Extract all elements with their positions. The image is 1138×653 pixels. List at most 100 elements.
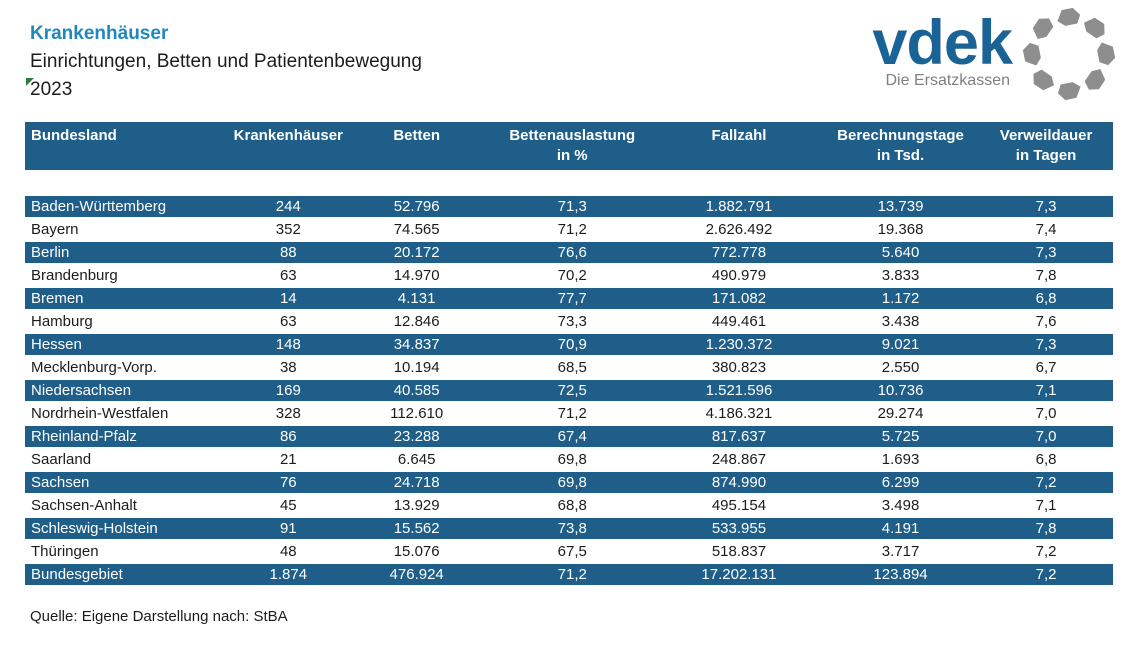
col-header-line1: Berechnungstage xyxy=(837,127,964,144)
cell-value: 67,4 xyxy=(488,426,657,449)
logo-tagline: Die Ersatzkassen xyxy=(885,72,1011,89)
table-row: Hamburg 63 12.846 73,3 449.461 3.438 7,6 xyxy=(25,311,1113,334)
page-year: 2023 xyxy=(26,76,422,104)
col-header-line2: in % xyxy=(556,147,588,164)
cell-bundesland: Berlin xyxy=(25,242,232,265)
cell-value: 1.693 xyxy=(821,449,980,472)
cell-value: 7,0 xyxy=(979,426,1113,449)
cell-value: 15.076 xyxy=(344,541,489,564)
title-block: Krankenhäuser Einrichtungen, Betten und … xyxy=(26,20,422,104)
cell-value: 73,3 xyxy=(488,311,657,334)
col-header-line1: Bettenauslastung xyxy=(509,127,636,144)
cell-value: 1.521.596 xyxy=(656,380,822,403)
cell-value: 19.368 xyxy=(821,219,980,242)
cell-value: 63 xyxy=(231,311,345,334)
table-row: Sachsen 76 24.718 69,8 874.990 6.299 7,2 xyxy=(25,472,1113,495)
cell-value: 2.626.492 xyxy=(656,219,822,242)
cell-value: 5.725 xyxy=(821,426,980,449)
cell-value: 7,3 xyxy=(979,242,1113,265)
cell-value: 4.186.321 xyxy=(656,403,822,426)
table-row: Sachsen-Anhalt 45 13.929 68,8 495.154 3.498 7,… xyxy=(25,495,1113,518)
cell-value: 328 xyxy=(231,403,345,426)
table-row: Mecklenburg-Vorp. 38 10.194 68,5 380.823 2.55… xyxy=(25,357,1113,380)
cell-value: 40.585 xyxy=(344,380,489,403)
col-header-line2: in Tsd. xyxy=(876,147,925,164)
cell-value: 10.194 xyxy=(344,357,489,380)
cell-value: 123.894 xyxy=(821,564,980,587)
cell-value: 7,6 xyxy=(979,311,1113,334)
cell-value: 874.990 xyxy=(656,472,822,495)
hospital-statistics-table: Bundesland Krankenhäuser Betten Bettenau… xyxy=(25,122,1113,587)
cell-bundesland: Sachsen-Anhalt xyxy=(25,495,232,518)
cell-bundesland: Sachsen xyxy=(25,472,232,495)
cell-bundesland: Bremen xyxy=(25,288,232,311)
table-row: Thüringen 48 15.076 67,5 518.837 3.717 7,2 xyxy=(25,541,1113,564)
cell-value: 73,8 xyxy=(488,518,657,541)
cell-value: 68,5 xyxy=(488,357,657,380)
cell-value: 112.610 xyxy=(344,403,489,426)
cell-value: 76 xyxy=(231,472,345,495)
cell-value: 533.955 xyxy=(656,518,822,541)
cell-value: 6,8 xyxy=(979,288,1113,311)
cell-value: 4.191 xyxy=(821,518,980,541)
table-row: Berlin 88 20.172 76,6 772.778 5.640 7,3 xyxy=(25,242,1113,265)
cell-value: 20.172 xyxy=(344,242,489,265)
cell-value: 69,8 xyxy=(488,449,657,472)
cell-value: 7,0 xyxy=(979,403,1113,426)
page-title: Krankenhäuser xyxy=(30,23,169,44)
cell-value: 490.979 xyxy=(656,265,822,288)
cell-value: 21 xyxy=(231,449,345,472)
cell-value: 772.778 xyxy=(656,242,822,265)
cell-value: 91 xyxy=(231,518,345,541)
cell-value: 77,7 xyxy=(488,288,657,311)
table-row: Hessen 148 34.837 70,9 1.230.372 9.021 7,3 xyxy=(25,334,1113,357)
table-row: Bremen 14 4.131 77,7 171.082 1.172 6,8 xyxy=(25,288,1113,311)
table-row: Rheinland-Pfalz 86 23.288 67,4 817.637 5.725 7… xyxy=(25,426,1113,449)
col-header-line1: Bundesland xyxy=(31,127,117,144)
cell-value: 24.718 xyxy=(344,472,489,495)
cell-bundesland: Rheinland-Pfalz xyxy=(25,426,232,449)
cell-value: 71,2 xyxy=(488,403,657,426)
cell-value: 12.846 xyxy=(344,311,489,334)
cell-value: 9.021 xyxy=(821,334,980,357)
cell-value: 63 xyxy=(231,265,345,288)
cell-bundesland: Hamburg xyxy=(25,311,232,334)
col-header-line2: in Tagen xyxy=(1015,147,1077,164)
cell-value: 2.550 xyxy=(821,357,980,380)
cell-value: 518.837 xyxy=(656,541,822,564)
cell-value: 1.230.372 xyxy=(656,334,822,357)
cell-value: 5.640 xyxy=(821,242,980,265)
cell-value: 6.299 xyxy=(821,472,980,495)
cell-value: 3.498 xyxy=(821,495,980,518)
cell-bundesland: Saarland xyxy=(25,449,232,472)
cell-bundesland: Schleswig-Holstein xyxy=(25,518,232,541)
cell-value: 71,3 xyxy=(488,196,657,219)
col-header-verweildauer: Verweildauer in Tagen xyxy=(979,122,1113,170)
col-header-betten: Betten xyxy=(344,122,489,170)
green-flag-icon xyxy=(26,78,34,86)
cell-bundesland: Thüringen xyxy=(25,541,232,564)
cell-value: 14.970 xyxy=(344,265,489,288)
cell-value: 17.202.131 xyxy=(656,564,822,587)
cell-value: 1.882.791 xyxy=(656,196,822,219)
cell-value: 148 xyxy=(231,334,345,357)
cell-bundesland: Brandenburg xyxy=(25,265,232,288)
col-header-berechnungstage: Berechnungstage in Tsd. xyxy=(821,122,980,170)
page-year-label: 2023 xyxy=(30,79,73,100)
cell-value: 23.288 xyxy=(344,426,489,449)
cell-value: 70,2 xyxy=(488,265,657,288)
table-row: Saarland 21 6.645 69,8 248.867 1.693 6,8 xyxy=(25,449,1113,472)
table-row: Bundesgebiet 1.874 476.924 71,2 17.202.131 12… xyxy=(25,564,1113,587)
cell-value: 34.837 xyxy=(344,334,489,357)
cell-value: 71,2 xyxy=(488,219,657,242)
cell-value: 352 xyxy=(231,219,345,242)
cell-value: 6,8 xyxy=(979,449,1113,472)
cell-value: 1.874 xyxy=(231,564,345,587)
table-row: Brandenburg 63 14.970 70,2 490.979 3.833 7,8 xyxy=(25,265,1113,288)
col-header-bettenauslastung: Bettenauslastung in % xyxy=(488,122,657,170)
cell-value: 67,5 xyxy=(488,541,657,564)
cell-value: 3.717 xyxy=(821,541,980,564)
cell-value: 52.796 xyxy=(344,196,489,219)
logo-text-column: vdek Die Ersatzkassen xyxy=(872,10,1013,90)
